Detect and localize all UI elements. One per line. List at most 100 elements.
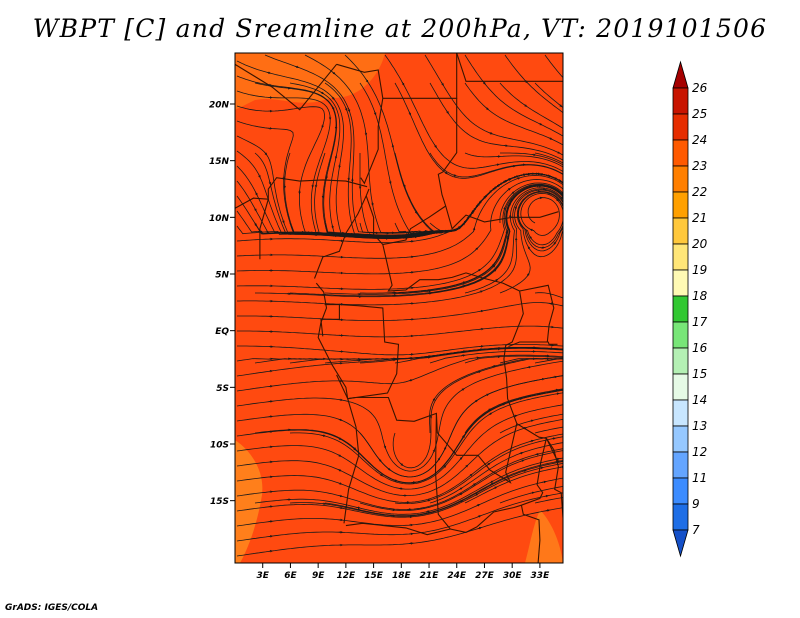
streamline-arrow <box>325 174 328 180</box>
colorbar-label: 24 <box>692 133 707 147</box>
streamline-arrow <box>474 247 479 251</box>
streamline-arrow <box>414 210 418 215</box>
streamline <box>384 54 563 172</box>
streamline-arrow <box>338 482 343 485</box>
streamline <box>237 325 563 338</box>
streamline <box>236 462 563 518</box>
colorbar-bottom-arrow <box>672 529 689 558</box>
colorbar-segment <box>672 87 689 115</box>
streamline-arrow <box>544 494 549 498</box>
lat-tick-label: 15N <box>209 157 230 167</box>
lat-tick-label: 5N <box>215 271 229 281</box>
colorbar-label: 11 <box>692 471 707 485</box>
streamline-arrow <box>555 457 561 461</box>
streamline <box>464 82 563 146</box>
streamline-arrow <box>530 491 535 495</box>
streamline-arrow <box>472 483 477 486</box>
streamline <box>534 497 563 504</box>
country-boundary <box>336 63 384 185</box>
streamline-arrow <box>519 452 524 455</box>
country-boundary <box>456 53 563 82</box>
streamline-arrow <box>527 366 532 369</box>
streamline-arrow <box>555 198 560 202</box>
lon-tick-label: 12E <box>337 571 357 581</box>
streamline-arrow <box>320 91 325 95</box>
lon-tick-label: 33E <box>531 571 551 581</box>
streamline-arrow <box>484 194 488 198</box>
streamline-arrow <box>554 388 560 392</box>
streamline <box>236 418 563 496</box>
streamline-arrow <box>331 106 335 111</box>
streamline-arrow <box>352 447 357 451</box>
streamline <box>324 389 563 484</box>
streamline-arrow <box>529 439 535 443</box>
colorbar-segment <box>672 165 689 193</box>
streamline-arrow <box>338 398 344 402</box>
streamline-arrow <box>560 195 563 200</box>
longitude-axis: 3E 6E 9E 12E 15E 18E 21E 24E 27E 30E 33E <box>257 563 551 581</box>
streamline-arrow <box>338 494 343 498</box>
country-boundary <box>476 438 547 528</box>
streamline-arrow <box>558 103 563 108</box>
streamline <box>289 392 563 485</box>
streamline-arrow <box>547 174 553 178</box>
streamline <box>359 375 563 478</box>
colorbar-segment <box>672 217 689 245</box>
colorbar-segment <box>672 347 689 375</box>
colorbar-segment <box>672 399 689 427</box>
plot-area[interactable] <box>234 52 568 564</box>
streamline-arrow <box>458 225 462 229</box>
streamline-arrow <box>337 468 342 472</box>
streamline-arrow <box>426 511 431 515</box>
streamline <box>534 358 563 364</box>
streamline-arrow <box>268 180 272 186</box>
streamline <box>424 54 563 156</box>
colorbar-segment <box>672 425 689 453</box>
lon-tick-label: 30E <box>503 571 523 581</box>
streamline-arrow <box>513 414 518 418</box>
colorbar-label: 18 <box>692 289 708 303</box>
streamline-arrow <box>476 370 482 374</box>
country-boundary <box>484 277 524 424</box>
streamline <box>429 442 563 504</box>
streamline <box>236 477 563 527</box>
country-boundary <box>437 98 559 230</box>
streamline-arrow <box>427 289 432 293</box>
streamline-arrow <box>545 509 551 512</box>
colorbar-segment <box>672 191 689 219</box>
streamline-arrow <box>441 82 444 87</box>
streamline-arrow <box>294 65 300 68</box>
streamline-arrow <box>529 235 533 240</box>
streamline-arrow <box>472 227 476 232</box>
streamline-arrow <box>565 185 567 187</box>
streamline-arrow <box>476 504 481 507</box>
colorbar: 26 25 24 23 22 21 20 19 18 17 16 15 14 13 12 11 9 7 <box>672 60 708 558</box>
colorbar-label: 14 <box>692 393 707 407</box>
streamline-arrow <box>485 106 490 111</box>
streamline-arrow <box>403 183 406 189</box>
streamline-arrow <box>444 171 449 175</box>
streamline <box>429 82 563 161</box>
lon-tick-label: 3E <box>257 571 270 581</box>
streamline-arrow <box>522 469 527 473</box>
streamline-arrow <box>398 487 404 490</box>
colorbar-segment <box>672 295 689 323</box>
streamline <box>464 54 563 137</box>
streamline-arrow <box>566 211 567 214</box>
streamline-arrow <box>488 131 494 135</box>
streamline-arrow <box>565 80 567 82</box>
streamline-arrow <box>553 241 557 246</box>
colorbar-segment <box>672 139 689 167</box>
streamline-arrow <box>462 434 466 439</box>
country-boundary <box>545 438 563 518</box>
streamline-arrow <box>548 137 553 140</box>
streamline <box>236 360 563 472</box>
streamline-arrow <box>432 397 436 402</box>
streamline-arrow <box>434 144 437 149</box>
lon-tick-label: 6E <box>284 571 297 581</box>
streamline-arrow <box>264 151 268 156</box>
streamline-arrow <box>486 462 491 466</box>
lon-tick-label: 15E <box>364 571 384 581</box>
colorbar-label: 16 <box>692 341 708 355</box>
lat-tick-label: 20N <box>209 101 230 111</box>
